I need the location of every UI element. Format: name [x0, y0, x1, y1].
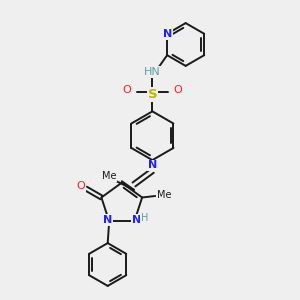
Text: Me: Me	[157, 190, 171, 200]
Text: O: O	[174, 85, 182, 95]
Text: N: N	[103, 215, 112, 225]
Text: O: O	[122, 85, 131, 95]
Text: N: N	[163, 29, 172, 39]
Text: H: H	[141, 213, 148, 223]
Text: Me: Me	[102, 171, 116, 181]
Text: S: S	[148, 88, 157, 100]
Text: N: N	[132, 215, 141, 225]
Text: N: N	[148, 160, 157, 170]
Text: HN: HN	[144, 67, 161, 77]
Text: O: O	[76, 181, 85, 191]
